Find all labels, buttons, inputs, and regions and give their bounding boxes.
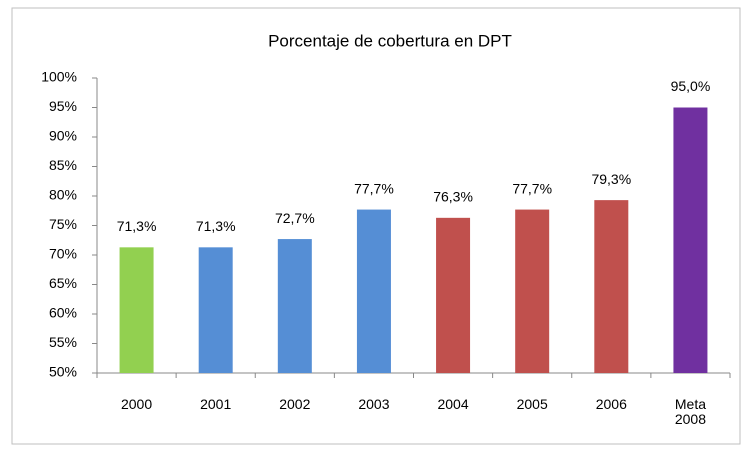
- y-tick-label: 100%: [41, 69, 77, 85]
- y-tick-label: 95%: [49, 98, 77, 114]
- bar: [673, 107, 708, 373]
- y-tick-label: 50%: [49, 364, 77, 380]
- value-label: 95,0%: [671, 78, 711, 94]
- bar: [515, 209, 550, 373]
- bar: [594, 200, 629, 373]
- y-tick-label: 75%: [49, 216, 77, 232]
- x-tick-label: 2005: [516, 396, 548, 412]
- y-tick-label: 65%: [49, 275, 77, 291]
- value-label: 72,7%: [275, 210, 315, 226]
- value-label: 79,3%: [591, 171, 631, 187]
- x-tick-label: 2003: [358, 396, 390, 412]
- bar: [436, 217, 471, 373]
- value-label: 77,7%: [512, 180, 552, 196]
- value-label: 71,3%: [196, 218, 236, 234]
- y-tick-label: 90%: [49, 128, 77, 144]
- y-tick-label: 55%: [49, 334, 77, 350]
- value-label: 71,3%: [117, 218, 157, 234]
- chart-border: [11, 7, 741, 445]
- y-tick-label: 80%: [49, 187, 77, 203]
- x-tick-label: 2004: [437, 396, 469, 412]
- x-tick-label: 2000: [120, 396, 153, 412]
- chart-title: Porcentaje de cobertura en DPT: [268, 31, 512, 50]
- bar: [277, 239, 312, 373]
- x-tick-label: 2001: [200, 396, 232, 412]
- bar: [356, 209, 391, 373]
- value-label: 76,3%: [433, 189, 473, 205]
- y-tick-label: 60%: [49, 305, 77, 321]
- value-label: 77,7%: [354, 180, 394, 196]
- x-tick-label: Meta 2008: [674, 396, 707, 427]
- bar: [119, 247, 154, 373]
- x-tick-label: 2006: [595, 396, 627, 412]
- y-tick-label: 70%: [49, 246, 77, 262]
- bar: [198, 247, 233, 373]
- y-tick-label: 85%: [49, 157, 77, 173]
- x-tick-label: 2002: [279, 396, 311, 412]
